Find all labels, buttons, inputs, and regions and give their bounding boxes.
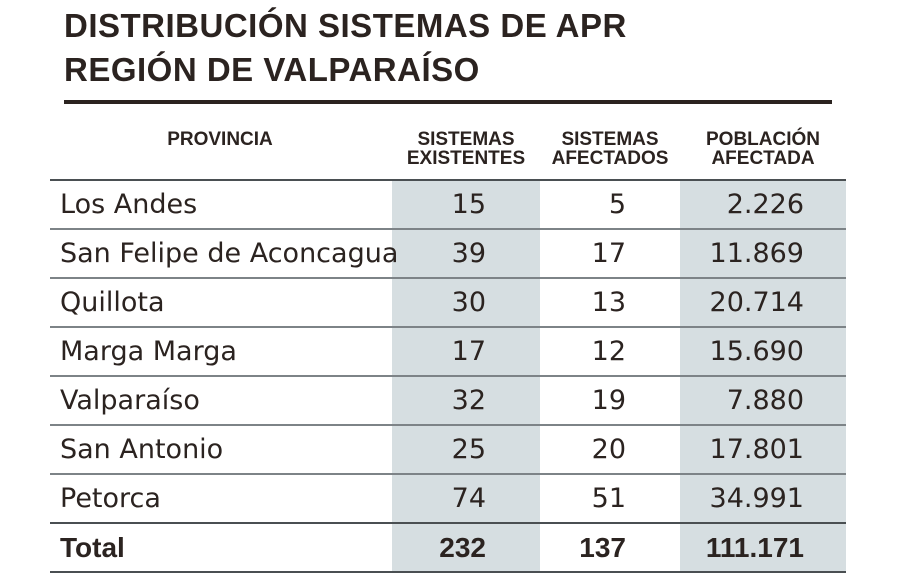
header-sistemas-existentes: SISTEMAS EXISTENTES xyxy=(406,129,526,169)
row-divider xyxy=(50,375,846,377)
table-row: Valparaíso 32 19 7.880 xyxy=(50,377,846,425)
cell-afectados: 17 xyxy=(591,238,626,269)
total-rule xyxy=(50,522,846,524)
cell-afectados: 51 xyxy=(591,483,626,514)
table-row: Petorca 74 51 34.991 xyxy=(50,475,846,523)
cell-provincia: San Antonio xyxy=(60,434,224,465)
header-sistemas-afectados: SISTEMAS AFECTADOS xyxy=(551,129,669,169)
table-row: Los Andes 15 5 2.226 xyxy=(50,181,846,229)
header-provincia: PROVINCIA xyxy=(167,129,273,150)
cell-existentes: 17 xyxy=(451,336,486,367)
cell-poblacion: 17.801 xyxy=(709,434,804,465)
chart-title: DISTRIBUCIÓN SISTEMAS DE APR REGIÓN DE V… xyxy=(64,4,844,92)
table-row: Marga Marga 17 12 15.690 xyxy=(50,328,846,376)
cell-poblacion: 20.714 xyxy=(709,287,804,318)
cell-provincia: San Felipe de Aconcagua xyxy=(60,238,399,269)
total-poblacion: 111.171 xyxy=(705,532,804,563)
cell-poblacion: 11.869 xyxy=(709,238,804,269)
cell-provincia: Petorca xyxy=(60,483,161,514)
row-divider xyxy=(50,228,846,230)
row-divider xyxy=(50,424,846,426)
cell-poblacion: 15.690 xyxy=(709,336,804,367)
cell-provincia: Marga Marga xyxy=(60,336,237,367)
title-rule xyxy=(64,100,832,104)
cell-existentes: 30 xyxy=(451,287,486,318)
cell-poblacion: 2.226 xyxy=(726,189,804,220)
cell-existentes: 32 xyxy=(451,385,486,416)
cell-existentes: 39 xyxy=(451,238,486,269)
table-row: Quillota 30 13 20.714 xyxy=(50,279,846,327)
cell-afectados: 12 xyxy=(591,336,626,367)
row-divider xyxy=(50,277,846,279)
cell-provincia: Quillota xyxy=(60,287,165,318)
row-divider xyxy=(50,473,846,475)
cell-afectados: 5 xyxy=(608,189,626,220)
cell-existentes: 74 xyxy=(451,483,486,514)
total-row: Total 232 137 111.171 xyxy=(50,524,846,572)
total-afectados: 137 xyxy=(579,532,626,563)
header-rule xyxy=(50,179,846,181)
row-divider xyxy=(50,326,846,328)
header-poblacion-afectada: POBLACIÓN AFECTADA xyxy=(706,129,820,169)
bottom-rule xyxy=(50,571,846,573)
title-line-2: REGIÓN DE VALPARAÍSO xyxy=(64,51,480,88)
cell-poblacion: 7.880 xyxy=(726,385,804,416)
cell-afectados: 13 xyxy=(591,287,626,318)
total-existentes: 232 xyxy=(439,532,486,563)
cell-afectados: 20 xyxy=(591,434,626,465)
title-line-1: DISTRIBUCIÓN SISTEMAS DE APR xyxy=(64,7,627,44)
cell-existentes: 15 xyxy=(451,189,486,220)
total-label: Total xyxy=(60,532,125,563)
cell-existentes: 25 xyxy=(451,434,486,465)
cell-afectados: 19 xyxy=(591,385,626,416)
cell-provincia: Los Andes xyxy=(60,189,198,220)
table-row: San Felipe de Aconcagua 39 17 11.869 xyxy=(50,230,846,278)
table-row: San Antonio 25 20 17.801 xyxy=(50,426,846,474)
cell-poblacion: 34.991 xyxy=(709,483,804,514)
cell-provincia: Valparaíso xyxy=(60,385,200,416)
